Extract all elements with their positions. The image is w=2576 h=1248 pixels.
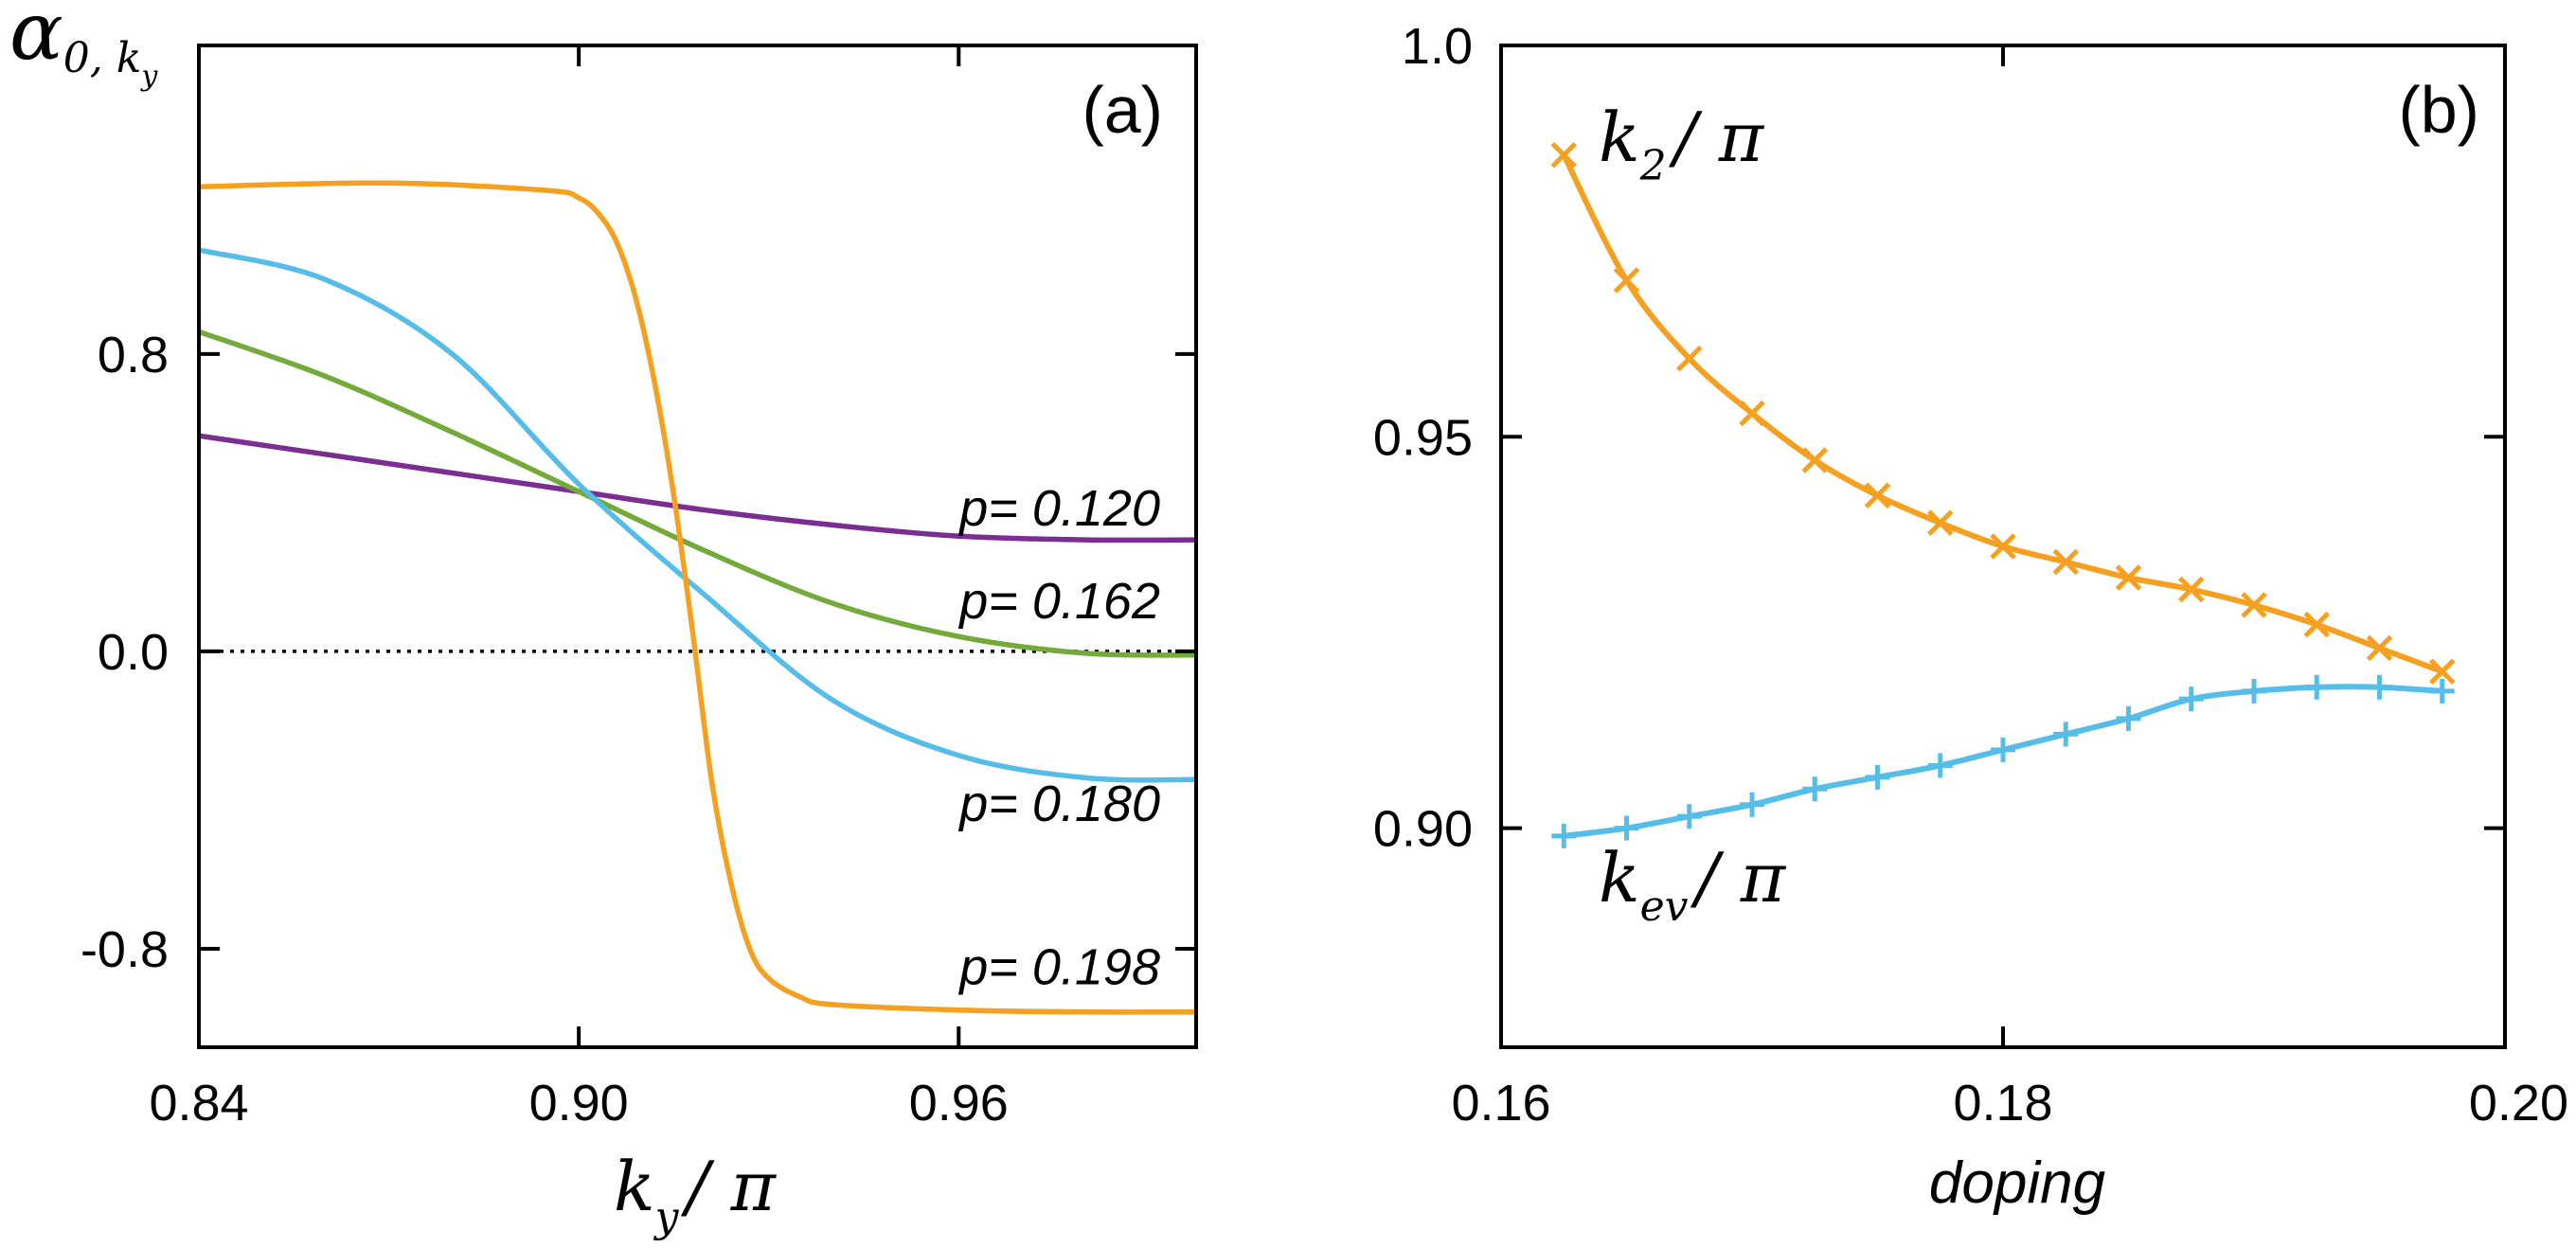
- marker-kev: [1676, 804, 1702, 829]
- series-label-k2-rest: / π: [1669, 98, 1765, 177]
- marker-kev: [2242, 678, 2266, 704]
- series-label-p0120: p= 0.120: [957, 480, 1160, 537]
- series-line-p0180: [199, 247, 1196, 783]
- a-xtick-label: 0.96: [909, 1075, 1009, 1132]
- panel-a-frame: [197, 44, 1198, 1049]
- a-xtick-label: 0.84: [149, 1075, 248, 1132]
- marker-kev: [2429, 678, 2455, 704]
- panel-a-ylabel-subsub: y: [139, 60, 158, 93]
- panel-a-xlabel-sub: y: [653, 1193, 680, 1241]
- panel-b-plot-area: [1550, 141, 2456, 848]
- b-xtick-label: 0.20: [2469, 1075, 2568, 1132]
- marker-k2: [2241, 592, 2267, 618]
- a-ytick-label: 0.0: [98, 624, 169, 681]
- b-ytick-label: 0.90: [1373, 801, 1473, 858]
- panel-b: 0.16 0.18 0.201.00.950.90 (b) k2/ π kev / π…: [1373, 18, 2568, 1216]
- series-label-kev: kev / π: [1599, 838, 1787, 931]
- series-line-p0120: [199, 433, 1196, 544]
- series-label-k2: k2/ π: [1599, 98, 1765, 190]
- marker-kev: [1740, 792, 1764, 817]
- series-label-kev-sub: ev: [1640, 883, 1689, 931]
- panel-a-ylabel: α0, ky: [9, 0, 158, 93]
- series-line-p0162: [199, 329, 1196, 658]
- panel-a-xlabel-k: k: [614, 1147, 655, 1226]
- b-ytick-label: 0.95: [1373, 409, 1473, 466]
- series-label-k2-main: k: [1599, 98, 1640, 177]
- panel-a-xlabel-rest: / π: [681, 1147, 778, 1226]
- marker-k2: [2052, 548, 2080, 576]
- series-label-k2-sub: 2: [1639, 142, 1667, 190]
- series-label-p0162: p= 0.162: [957, 573, 1160, 630]
- series-label-p0198: p= 0.198: [957, 939, 1160, 996]
- marker-kev: [1551, 823, 1577, 848]
- b-ytick-label: 1.0: [1402, 18, 1473, 75]
- a-ytick-label: 0.8: [98, 327, 169, 383]
- panel-b-label: (b): [2398, 73, 2479, 147]
- b-xtick-label: 0.18: [1953, 1075, 2052, 1132]
- series-line-p0198: [199, 180, 1196, 1015]
- marker-k2: [1739, 400, 1765, 427]
- marker-kev: [1614, 815, 1639, 841]
- panel-a-ylabel-symbol: α: [9, 0, 63, 78]
- panel-a-plot-area: [199, 180, 1196, 1015]
- marker-k2: [2115, 564, 2142, 591]
- marker-kev: [2053, 722, 2079, 747]
- panel-a-series-labels: p= 0.120 p= 0.162 p= 0.180 p= 0.198: [957, 480, 1160, 996]
- marker-kev: [1802, 776, 1828, 802]
- marker-kev: [1991, 737, 2015, 762]
- marker-k2: [1801, 447, 1829, 473]
- series-label-kev-main: k: [1599, 838, 1640, 918]
- panel-a-label: (a): [1082, 73, 1163, 147]
- marker-k2: [2366, 634, 2393, 662]
- panel-b-xlabel: doping: [1929, 1150, 2105, 1216]
- a-ytick-label: -0.8: [80, 921, 169, 978]
- marker-kev: [2367, 674, 2392, 700]
- marker-k2: [1990, 533, 2016, 560]
- panel-a-xlabel: ky / π: [614, 1147, 778, 1241]
- marker-k2: [1550, 141, 1578, 169]
- a-xtick-label: 0.90: [529, 1075, 629, 1132]
- panel-b-ticks: 0.16 0.18 0.20 1.0 0.95 0.90: [1373, 18, 2568, 1132]
- marker-kev: [2304, 674, 2330, 700]
- marker-k2: [2177, 576, 2205, 603]
- panel-a-ylabel-sub: 0, k: [63, 34, 142, 82]
- b-xtick-label: 0.16: [1451, 1075, 1550, 1132]
- series-label-kev-rest: / π: [1690, 838, 1787, 918]
- marker-kev: [1927, 753, 1953, 778]
- panel-a-ticks: 0.84 0.90 0.96 0.8 0.0 -0.8: [80, 45, 1196, 1132]
- marker-k2: [1613, 267, 1640, 294]
- marker-k2: [1864, 482, 1891, 509]
- marker-kev: [2116, 705, 2141, 731]
- marker-k2: [1675, 345, 1703, 372]
- series-line-k2: [1561, 153, 2443, 675]
- marker-kev: [2178, 686, 2204, 712]
- marker-k2: [1926, 509, 1954, 536]
- marker-kev: [1865, 764, 1890, 790]
- series-label-p0180: p= 0.180: [957, 776, 1160, 832]
- marker-k2: [2428, 658, 2456, 686]
- marker-k2: [2303, 611, 2331, 638]
